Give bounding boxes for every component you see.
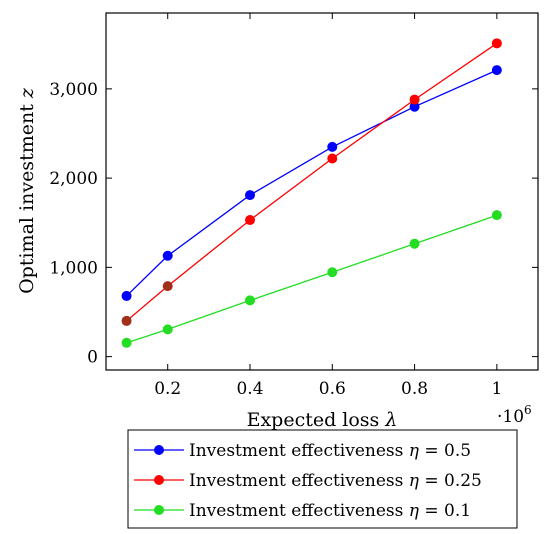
- series-layer: [121, 38, 502, 348]
- series-1-point: [327, 141, 338, 152]
- y-axis-title-symbol: z: [16, 87, 38, 99]
- legend-entries: Investment effectiveness η = 0.5 Investme…: [134, 441, 482, 521]
- x-tick-label: 0.2: [154, 379, 181, 399]
- series-1-point: [162, 250, 173, 261]
- series-2-point: [162, 281, 173, 292]
- y-axis-title: Optimal investment z: [16, 87, 38, 294]
- series-3-point: [121, 337, 132, 348]
- x-tick-label: 0.6: [319, 379, 346, 399]
- y-tick-label: 2,000: [49, 169, 98, 189]
- series-3-point: [491, 210, 502, 221]
- x-tick-label: 1: [491, 379, 502, 399]
- x-axis-ticks: 0.2 0.4 0.6 0.8 1: [154, 13, 502, 399]
- series-2-point: [327, 153, 338, 164]
- series-line-2: [126, 42, 498, 322]
- series-3-point: [162, 324, 173, 335]
- series-2-point: [491, 38, 502, 49]
- series-3-point: [409, 238, 420, 249]
- x-axis-title: Expected loss λ: [247, 409, 398, 431]
- series-1-point: [121, 290, 132, 301]
- series-2-point: [409, 94, 420, 105]
- x-tick-label: 0.4: [236, 379, 263, 399]
- series-2-point: [245, 215, 255, 226]
- x-scale-exponent: 6: [524, 403, 532, 417]
- legend-marker-1: [154, 445, 164, 455]
- series-line-1: [126, 69, 498, 297]
- series-1-point: [245, 190, 255, 201]
- legend: Investment effectiveness η = 0.5 Investme…: [127, 429, 518, 529]
- legend-label-2: Investment effectiveness η = 0.25: [189, 471, 482, 491]
- x-axis-title-symbol: λ: [384, 409, 397, 431]
- y-tick-label: 3,000: [49, 80, 98, 100]
- series-2-point: [121, 315, 132, 326]
- legend-box: [127, 429, 518, 529]
- series-line-3: [126, 214, 498, 344]
- legend-marker-2: [154, 475, 164, 485]
- legend-label-1: Investment effectiveness η = 0.5: [189, 441, 471, 461]
- series-3-point: [245, 295, 255, 306]
- series-1-point: [409, 101, 420, 112]
- legend-marker-3: [154, 505, 164, 515]
- y-tick-label: 0: [87, 348, 98, 368]
- plot-frame: [105, 12, 539, 371]
- y-tick-label: 1,000: [49, 258, 98, 278]
- series-1-point: [491, 65, 502, 76]
- x-scale-base: ·10: [497, 407, 524, 427]
- y-axis-ticks: 0 1,000 2,000 3,000: [49, 80, 538, 368]
- series-3-point: [327, 267, 338, 278]
- x-axis-title-text: Expected loss: [247, 409, 386, 431]
- legend-label-3: Investment effectiveness η = 0.1: [189, 501, 471, 521]
- x-tick-label: 0.8: [401, 379, 428, 399]
- y-axis-title-text: Optimal investment: [16, 98, 38, 294]
- x-scale-label: ·106: [497, 403, 532, 427]
